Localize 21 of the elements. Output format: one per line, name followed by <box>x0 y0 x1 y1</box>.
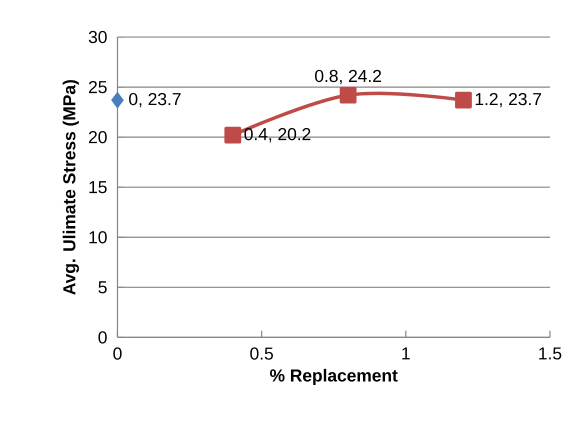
y-tick-label: 30 <box>88 30 107 43</box>
y-tick-label: 15 <box>89 180 107 194</box>
x-tick-label: 0.5 <box>250 347 273 360</box>
y-tick-label: 0 <box>98 330 107 344</box>
point <box>340 86 357 104</box>
point <box>111 92 124 108</box>
y-tick-label: 20 <box>88 130 107 144</box>
point <box>455 91 472 108</box>
y-tick-label: 10 <box>89 230 107 244</box>
x-tick-label: 1 <box>402 347 410 360</box>
data-label: 0.4, 20.2 <box>244 128 310 142</box>
x-tick-label: 1.5 <box>539 347 562 360</box>
y-tick-label: 5 <box>98 281 107 294</box>
data-label: 0, 23.7 <box>129 92 181 108</box>
x-tick-label: 0 <box>113 347 122 360</box>
point <box>224 126 242 144</box>
data-label: 0.8, 24.2 <box>315 70 381 84</box>
y-axis-title: Avg. Ulimate Stress (MPa) <box>62 80 79 295</box>
x-axis-title: % Replacement <box>270 368 398 385</box>
data-label: 1.2, 23.7 <box>476 92 542 108</box>
y-tick-label: 25 <box>88 80 107 94</box>
